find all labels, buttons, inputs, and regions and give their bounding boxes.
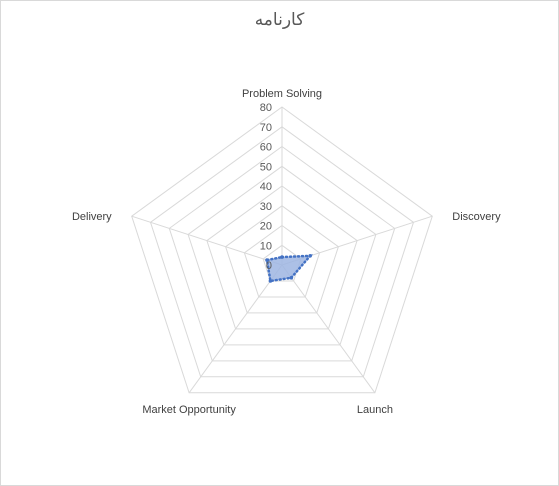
series-area [267,255,311,281]
grid-ring-70 [149,126,415,378]
grid-ring-20 [243,224,321,298]
tick-label: 0 [266,260,272,272]
grid-ring-50 [187,165,377,346]
data-point [289,276,294,280]
grid-ring-30 [225,205,339,314]
axis-spoke [188,264,283,394]
category-label: Discovery [452,211,501,223]
tick-label: 20 [260,221,272,233]
axis-spoke [131,215,283,266]
data-point [280,255,284,259]
data-point [268,279,273,283]
tick-label: 70 [260,122,272,134]
tick-label: 40 [260,181,272,193]
tick-label: 30 [260,201,272,213]
category-label: Market Opportunity [142,404,236,416]
category-label: Launch [357,404,393,416]
category-label: Delivery [72,211,112,223]
tick-label: 10 [260,240,272,252]
tick-label: 50 [260,161,272,173]
chart-title: کارنامه [254,10,305,30]
axis-spoke [281,264,376,394]
grid-ring-80 [131,106,433,394]
tick-label: 80 [260,102,272,114]
data-point [265,258,269,262]
tick-label: 60 [260,142,272,154]
series-line [265,254,314,283]
data-point [308,254,313,258]
grid-ring-60 [168,145,396,362]
grid-ring-40 [206,185,358,330]
category-label: Problem Solving [242,88,322,100]
